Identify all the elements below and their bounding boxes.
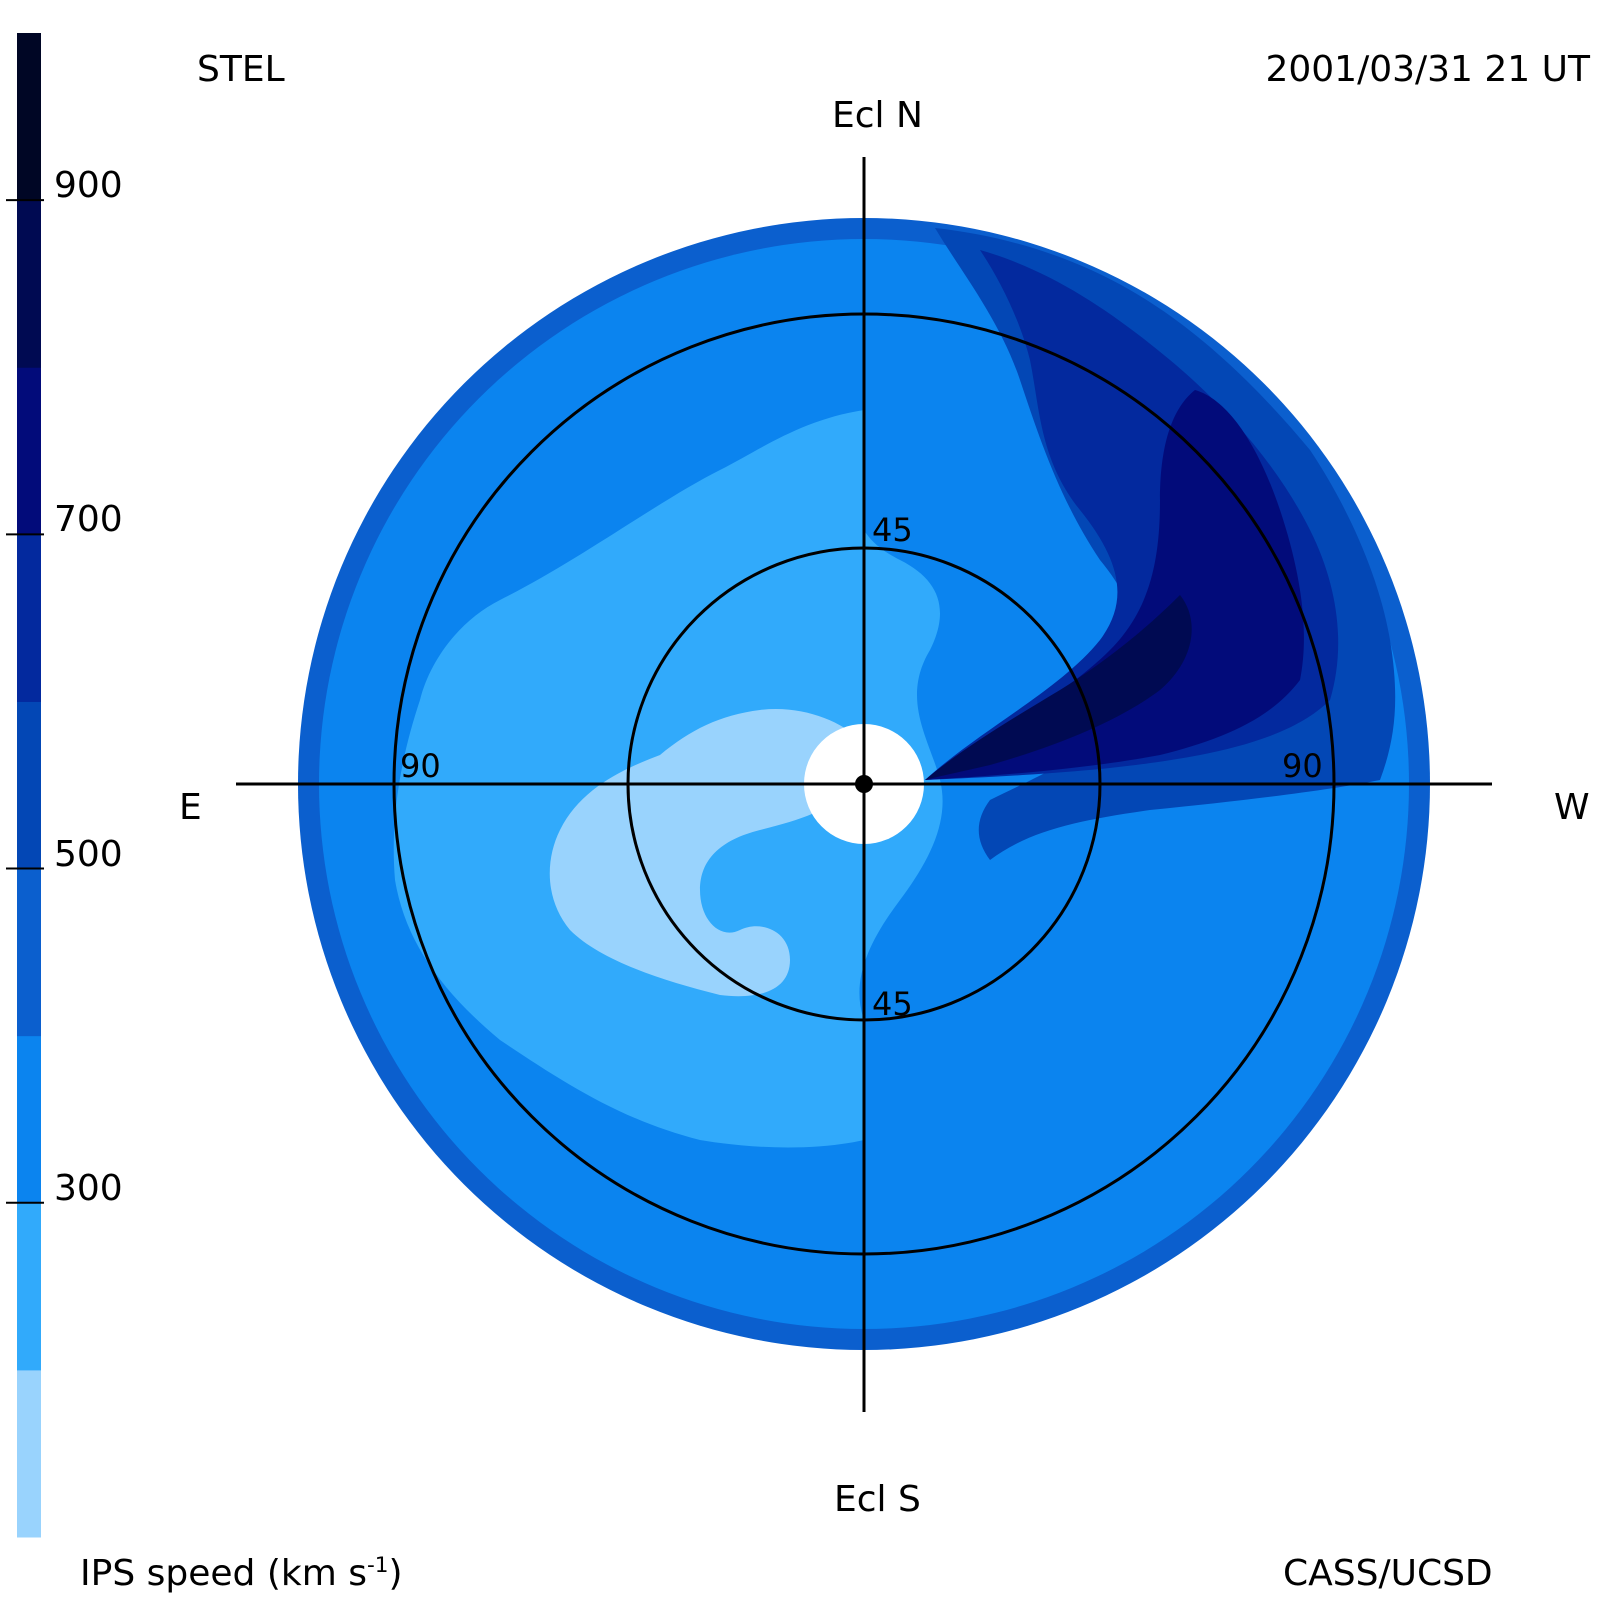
site-label: STEL	[197, 49, 285, 90]
colorbar-title-main: IPS speed (km s	[80, 1553, 367, 1594]
east-label: E	[179, 787, 202, 828]
west-label: W	[1554, 787, 1590, 828]
colorbar-level-2	[17, 1035, 41, 1204]
timestamp: 2001/03/31 21 UT	[1265, 49, 1590, 90]
colorbar-level-7	[17, 200, 41, 368]
colorbar-level-3	[17, 868, 41, 1037]
colorbar-title-end: )	[388, 1553, 403, 1594]
ring-label-90-east: 90	[400, 747, 441, 785]
colorbar-level-6	[17, 367, 41, 535]
colorbar-ticks	[6, 199, 44, 1204]
ring-label-45-south: 45	[872, 985, 913, 1023]
colorbar-tick-label-900: 900	[54, 165, 123, 207]
ecliptic-north-label: Ecl N	[832, 95, 923, 136]
region-northwest-fast-core	[925, 390, 1304, 780]
colorbar-level-8	[17, 33, 41, 201]
sun-center-dot	[855, 775, 873, 793]
colorbar-title: IPS speed (km s-1)	[80, 1553, 403, 1594]
ring-label-45-north: 45	[872, 511, 913, 549]
colorbar-title-unit-exponent: -1	[366, 1553, 389, 1578]
colorbar-tick-label-300: 300	[54, 1167, 123, 1209]
colorbar-level-0	[17, 1369, 41, 1538]
ring-label-90-west: 90	[1282, 747, 1323, 785]
colorbar-tick-label-500: 500	[54, 833, 123, 875]
colorbar-level-1	[17, 1202, 41, 1371]
colorbar-level-4	[17, 701, 41, 870]
colorbar-level-5	[17, 534, 41, 702]
region-northwest-fast-peak	[925, 595, 1192, 780]
credit-label: CASS/UCSD	[1283, 1553, 1493, 1594]
colorbar-tick-label-700: 700	[54, 499, 123, 541]
colorbar	[17, 33, 41, 1538]
ecliptic-south-label: Ecl S	[834, 1479, 921, 1520]
